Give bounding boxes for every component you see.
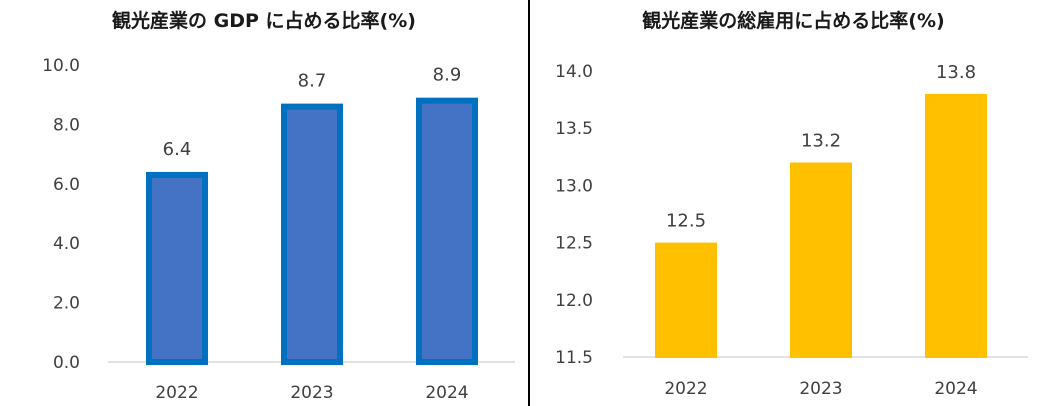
chart-title: 観光産業の総雇用に占める比率(%): [642, 10, 945, 32]
y-tick-label: 4.0: [53, 234, 80, 254]
employment-share-plot: 11.5 12.0 12.5 13.0 13.5 14.0 12.5 2022 13.2 2023…: [555, 62, 1028, 399]
data-label: 8.7: [298, 71, 327, 92]
bar-2024: [416, 97, 478, 365]
bar-2023: [281, 103, 343, 365]
y-tick-label: 0.0: [53, 353, 80, 373]
y-tick-label: 14.0: [555, 62, 593, 82]
bar-2022: [146, 171, 208, 365]
x-tick-label: 2024: [425, 383, 468, 403]
y-tick-label: 10.0: [42, 56, 80, 76]
y-tick-label: 12.0: [555, 291, 593, 311]
bar-2024: [925, 93, 987, 358]
bar-2023: [790, 162, 852, 358]
y-tick-label: 13.5: [555, 119, 593, 139]
employment-share-chart: 観光産業の総雇用に占める比率(%) 11.5 12.0 12.5 13.0 13.5 14…: [531, 0, 1056, 406]
y-tick-label: 13.0: [555, 176, 593, 196]
x-tick-label: 2023: [290, 383, 333, 403]
x-tick-label: 2023: [799, 379, 842, 399]
y-tick-label: 11.5: [555, 348, 593, 368]
y-tick-label: 6.0: [53, 175, 80, 195]
x-tick-label: 2022: [155, 383, 198, 403]
y-tick-label: 2.0: [53, 294, 80, 314]
chart-title: 観光産業の GDP に占める比率(%): [112, 10, 416, 32]
x-tick-label: 2024: [934, 379, 977, 399]
data-label: 8.9: [433, 65, 462, 86]
data-label: 13.2: [801, 131, 841, 152]
data-label: 12.5: [666, 211, 706, 232]
y-tick-label: 12.5: [555, 234, 593, 254]
gdp-share-chart: 観光産業の GDP に占める比率(%) 0.0 2.0 4.0 6.0 8.0 10.0 6…: [42, 10, 515, 403]
y-tick-label: 8.0: [53, 115, 80, 135]
panel-divider: [528, 0, 530, 406]
x-tick-label: 2022: [664, 379, 707, 399]
data-label: 13.8: [936, 62, 976, 83]
data-label: 6.4: [163, 139, 192, 160]
bar-2022: [655, 242, 717, 359]
gdp-share-plot: 0.0 2.0 4.0 6.0 8.0 10.0 6.4 2022 8.7 2023 8.9 2024: [42, 56, 515, 403]
